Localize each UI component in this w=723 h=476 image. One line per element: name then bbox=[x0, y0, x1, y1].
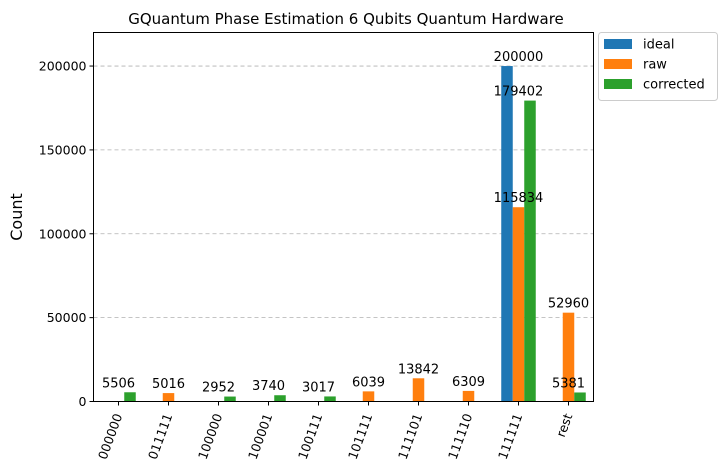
chart-title: GQuantum Phase Estimation 6 Qubits Quant… bbox=[128, 10, 564, 28]
x-axis: 000000 011111 100000 100001 100111 101111 1111… bbox=[95, 401, 575, 461]
y-tick-label: 0 bbox=[79, 394, 87, 409]
legend-swatch-ideal bbox=[604, 39, 632, 49]
legend-swatch-corrected bbox=[604, 79, 632, 89]
legend: ideal raw corrected bbox=[598, 32, 718, 101]
legend-label: raw bbox=[643, 58, 667, 73]
bars bbox=[124, 66, 586, 402]
bar-value-label: 2952 bbox=[202, 381, 235, 396]
bar-value-label: 6309 bbox=[452, 375, 485, 390]
bar-raw bbox=[362, 391, 375, 402]
bar-value-label: 3740 bbox=[252, 379, 285, 394]
bar-corrected bbox=[274, 395, 286, 402]
x-tick-label: 100000 bbox=[195, 411, 225, 461]
bar-raw bbox=[512, 207, 525, 402]
bar-value-label: 5506 bbox=[102, 376, 135, 391]
legend-swatch-raw bbox=[604, 59, 632, 69]
bar-corrected bbox=[224, 396, 236, 402]
x-tick-label: rest bbox=[553, 411, 575, 439]
bar-labels: 5506 5016 2952 3740 3017 6039 13842 6309 200000 1… bbox=[102, 50, 589, 396]
bar-corrected bbox=[324, 396, 336, 402]
bar-raw bbox=[162, 393, 175, 402]
bar-value-label: 179402 bbox=[494, 85, 544, 100]
legend-label: corrected bbox=[643, 78, 705, 93]
bar-raw bbox=[562, 312, 575, 402]
bar-raw bbox=[462, 390, 475, 402]
bar-value-label: 13842 bbox=[398, 362, 439, 377]
bar-value-label: 115834 bbox=[494, 191, 544, 206]
y-tick-label: 100000 bbox=[39, 226, 87, 241]
y-axis-label: Count bbox=[7, 193, 26, 241]
bar-value-label: 52960 bbox=[548, 297, 589, 312]
bar-corrected bbox=[124, 392, 136, 402]
plot-frame bbox=[93, 32, 594, 402]
y-tick-label: 150000 bbox=[39, 142, 87, 157]
y-tick-label: 200000 bbox=[39, 59, 87, 74]
x-tick-label: 000000 bbox=[95, 411, 125, 461]
y-axis: 0 50000 100000 150000 200000 bbox=[39, 59, 94, 409]
bar-value-label: 3017 bbox=[302, 380, 335, 395]
x-tick-label: 100001 bbox=[245, 411, 275, 461]
bar-raw bbox=[412, 378, 425, 402]
x-tick-label: 111110 bbox=[445, 411, 475, 461]
bar-value-label: 200000 bbox=[494, 50, 544, 65]
y-tick-label: 50000 bbox=[47, 310, 87, 325]
legend-label: ideal bbox=[643, 38, 674, 53]
x-tick-label: 011111 bbox=[145, 411, 175, 461]
bar-ideal bbox=[501, 66, 513, 402]
x-tick-label: 100111 bbox=[295, 411, 325, 461]
bar-corrected bbox=[574, 392, 586, 402]
bar-value-label: 5016 bbox=[152, 377, 185, 392]
bar-value-label: 6039 bbox=[352, 375, 385, 390]
bar-value-label: 5381 bbox=[552, 376, 585, 391]
x-tick-label: 111111 bbox=[495, 411, 525, 461]
x-tick-label: 101111 bbox=[345, 411, 375, 461]
x-tick-label: 111101 bbox=[395, 411, 425, 461]
bar-corrected bbox=[524, 100, 536, 402]
